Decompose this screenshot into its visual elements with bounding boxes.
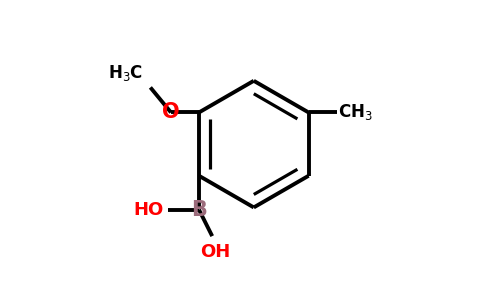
Text: CH$_3$: CH$_3$ [338, 103, 373, 122]
Text: OH: OH [200, 244, 230, 262]
Text: HO: HO [134, 201, 164, 219]
Text: O: O [162, 103, 180, 122]
Text: B: B [191, 200, 207, 220]
Text: H$_3$C: H$_3$C [108, 63, 143, 83]
